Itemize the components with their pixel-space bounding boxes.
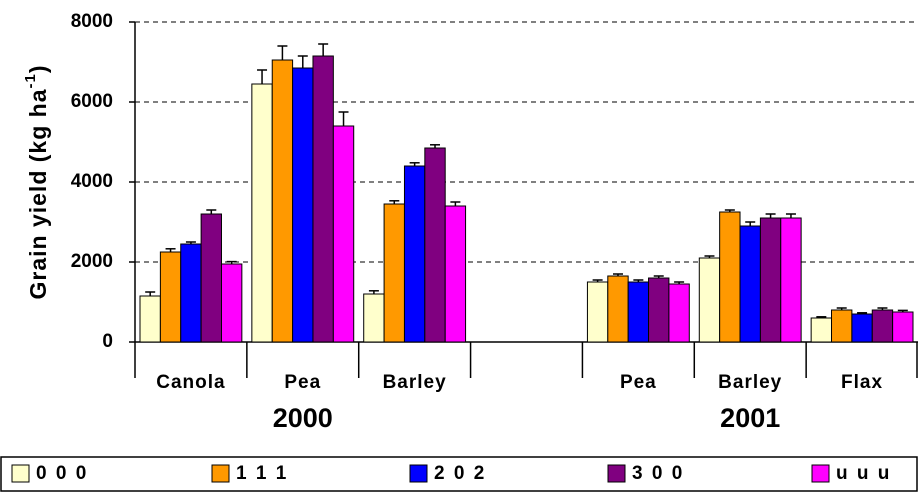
bar	[363, 293, 385, 343]
bar	[312, 55, 334, 343]
legend-label: u u u	[836, 463, 891, 484]
bar	[271, 59, 294, 343]
x-tick-label: Canola	[156, 372, 225, 393]
bar	[892, 311, 914, 343]
bar	[627, 281, 650, 343]
legend-swatch	[607, 464, 626, 483]
legend-box	[0, 456, 918, 492]
bar	[780, 217, 802, 343]
legend-swatch	[211, 464, 230, 483]
y-tick-label: 0	[102, 331, 113, 352]
bar	[251, 83, 273, 343]
bar	[332, 125, 355, 343]
bar	[424, 147, 446, 343]
bar	[586, 281, 609, 343]
y-title-sup: -1	[22, 73, 39, 88]
bar	[180, 243, 202, 343]
legend-swatch	[409, 464, 428, 483]
legend-label: 0 0 0	[36, 463, 88, 484]
y-tick-label: 2000	[71, 251, 113, 272]
legend-swatch	[811, 464, 830, 483]
y-title-main: Grain yield (kg ha	[25, 89, 51, 300]
bar	[810, 317, 833, 343]
bar	[851, 313, 873, 343]
legend-label: 1 1 1	[236, 463, 288, 484]
bar	[444, 205, 467, 343]
x-tick-label: Pea	[620, 372, 657, 393]
bar	[831, 309, 853, 343]
legend-label: 2 0 2	[434, 463, 486, 484]
legend-swatch	[11, 464, 30, 483]
y-title-end: )	[25, 64, 51, 73]
bar	[159, 251, 182, 343]
x-tick-label: Barley	[383, 372, 447, 393]
bar	[403, 165, 426, 343]
y-tick-label: 4000	[71, 171, 113, 192]
group-label: 2000	[273, 403, 333, 433]
bar	[759, 217, 782, 343]
y-tick-label: 6000	[71, 91, 113, 112]
legend-label: 3 0 0	[632, 463, 684, 484]
bar	[220, 263, 243, 343]
bar	[739, 225, 761, 343]
bar	[200, 213, 222, 343]
group-label: 2001	[720, 403, 780, 433]
x-tick-label: Pea	[284, 372, 321, 393]
bar	[139, 295, 161, 343]
bar	[292, 67, 314, 343]
bar	[719, 211, 741, 343]
y-tick-label: 8000	[71, 11, 113, 32]
bar	[871, 309, 894, 343]
x-tick-label: Barley	[718, 372, 782, 393]
bar	[383, 203, 405, 343]
x-tick-label: Flax	[841, 372, 883, 393]
y-axis-title: Grain yield (kg ha-1)	[22, 64, 51, 299]
bar	[648, 277, 670, 343]
bar	[668, 283, 690, 343]
bar	[698, 257, 721, 343]
bar	[607, 275, 629, 343]
